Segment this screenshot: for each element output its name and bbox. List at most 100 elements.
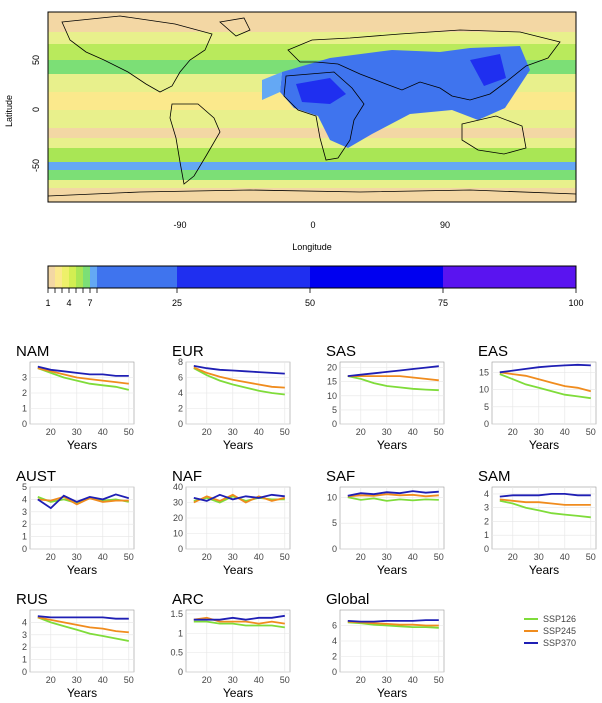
series-line-ssp370: [37, 615, 129, 620]
panel-aust: AUST 0 1 2 3 4 5 20 30 40 50 Years: [14, 465, 142, 580]
y-tick-label: 1: [22, 655, 27, 665]
x-tick-label: 40: [560, 427, 570, 437]
y-tick-label: 2: [22, 388, 27, 398]
chart-title: RUS: [16, 591, 48, 608]
series-line-ssp126: [193, 367, 285, 396]
y-tick-label: 2: [22, 519, 27, 529]
y-tick-label: 30: [173, 498, 183, 508]
y-tick-label: 4: [22, 617, 27, 627]
y-tick-label: 20: [327, 363, 337, 373]
x-axis-label: Years: [67, 438, 97, 452]
y-tick-label: 0: [22, 667, 27, 677]
x-axis-label: Years: [529, 438, 559, 452]
panel-eas: EAS 0 5 10 15 20 30 40 50 Years: [476, 340, 602, 455]
colorbar-tick-label: 50: [305, 298, 315, 308]
panel-nam: NAM 0 1 2 3 20 30 40 50 Years: [14, 340, 142, 455]
y-tick-label: 4: [332, 636, 337, 646]
y-tick-label: 3: [484, 503, 489, 513]
x-tick-label: 50: [434, 552, 444, 562]
series-line-ssp126: [193, 620, 285, 629]
colorbar-cell: [443, 266, 576, 288]
map-frame: [47, 11, 577, 203]
y-tick-label: 5: [22, 482, 27, 492]
x-axis-label: Years: [67, 686, 97, 700]
line-chart: AUST 0 1 2 3 4 5 20 30 40 50 Years: [16, 468, 135, 577]
line-chart: NAF 0 10 20 30 40 20 30 40 50 Years: [172, 468, 291, 577]
series-line-ssp245: [37, 616, 129, 634]
x-tick-label: 40: [254, 675, 264, 685]
series-line-ssp370: [37, 365, 129, 377]
chart-title: ARC: [172, 591, 204, 608]
continent-outlines: [48, 15, 576, 197]
colorbar-cell: [62, 266, 69, 288]
plot-area: [29, 486, 135, 550]
y-tick-label: 0: [332, 544, 337, 554]
x-tick-label: 20: [356, 427, 366, 437]
y-tick-label: 1: [484, 530, 489, 540]
x-tick-label: 30: [72, 552, 82, 562]
chart-title: EUR: [172, 343, 204, 360]
x-axis-label: Years: [377, 438, 407, 452]
x-tick-label: 20: [46, 427, 56, 437]
legend-entry: SSP370: [524, 637, 576, 649]
y-tick-label: 1: [22, 532, 27, 542]
y-tick-label: 10: [327, 492, 337, 502]
x-axis-label: Years: [223, 686, 253, 700]
x-tick-label: 20: [508, 552, 518, 562]
series-line-ssp245: [499, 498, 591, 506]
colorbar-frame: [47, 265, 577, 289]
x-tick-label: 20: [356, 552, 366, 562]
world-map: 50 0 -50 -90 0 90 Longitude Latitude: [4, 11, 577, 252]
map-dark-blue-region: [296, 78, 346, 104]
x-tick-label: 40: [560, 552, 570, 562]
map-tick-label-lat: 50: [31, 55, 41, 65]
x-tick-label: 30: [534, 427, 544, 437]
x-tick-label: 40: [408, 427, 418, 437]
x-tick-label: 40: [254, 427, 264, 437]
x-axis-label: Years: [67, 563, 97, 577]
series-line-ssp370: [37, 493, 130, 510]
line-chart: ARC 0 0.5 1 1.5 20 30 40 50 Years: [170, 591, 291, 700]
legend-label: SSP245: [543, 626, 577, 636]
series-line-ssp126: [499, 499, 591, 519]
x-tick-label: 30: [382, 427, 392, 437]
series-line-ssp370: [347, 365, 439, 377]
legend-swatch: [524, 630, 538, 632]
y-tick-label: 3: [22, 630, 27, 640]
y-tick-label: 0: [22, 544, 27, 554]
line-chart: EAS 0 5 10 15 20 30 40 50 Years: [478, 343, 597, 452]
map-band-southern-ocean: [48, 162, 576, 170]
colorbar-tick-label: 100: [568, 298, 583, 308]
y-tick-label: 0: [484, 419, 489, 429]
panel-saf: SAF 0 5 10 20 30 40 50 Years: [324, 465, 452, 580]
panel-rus: RUS 0 1 2 3 4 20 30 40 50 Years: [14, 588, 142, 703]
y-tick-label: 1: [22, 404, 27, 414]
x-tick-label: 40: [408, 675, 418, 685]
series-line-ssp370: [193, 365, 285, 375]
y-tick-label: 0: [332, 419, 337, 429]
map-band-antarctic: [48, 188, 576, 202]
panel-arc: ARC 0 0.5 1 1.5 20 30 40 50 Years: [170, 588, 298, 703]
x-tick-label: 20: [202, 427, 212, 437]
series-line-ssp245: [37, 367, 129, 385]
x-tick-label: 30: [72, 427, 82, 437]
colorbar-cell: [90, 266, 97, 288]
y-tick-label: 2: [484, 516, 489, 526]
x-tick-label: 50: [586, 427, 596, 437]
series-line-ssp370: [499, 363, 591, 374]
chart-title: AUST: [16, 468, 56, 485]
y-tick-label: 2: [332, 652, 337, 662]
series-line-ssp370: [347, 619, 439, 623]
y-tick-label: 5: [484, 402, 489, 412]
legend-label: SSP370: [543, 638, 577, 648]
x-tick-label: 30: [228, 427, 238, 437]
x-axis-label: Years: [377, 686, 407, 700]
y-tick-label: 3: [22, 373, 27, 383]
y-tick-label: 0: [22, 419, 27, 429]
chart-title: Global: [326, 591, 369, 608]
chart-title: SAF: [326, 468, 355, 485]
map-light-blue-edge: [262, 72, 282, 100]
x-axis-label: Years: [223, 438, 253, 452]
colorbar-tick-label: 75: [438, 298, 448, 308]
line-chart: NAM 0 1 2 3 20 30 40 50 Years: [16, 343, 135, 452]
